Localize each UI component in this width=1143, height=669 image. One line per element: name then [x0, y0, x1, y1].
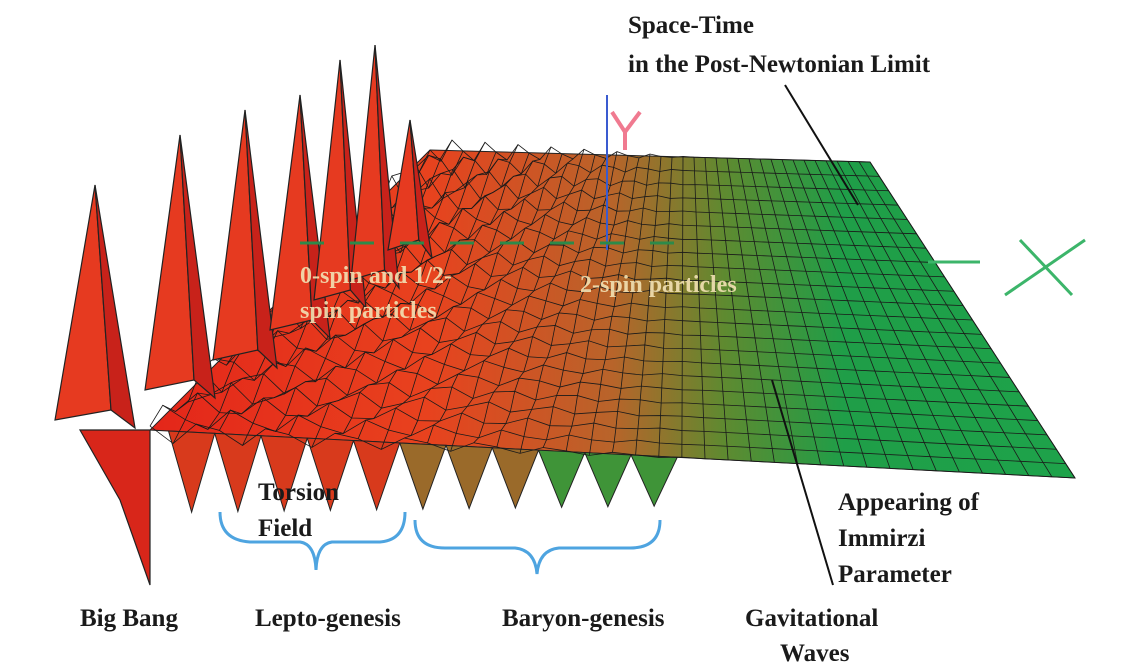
tooth [167, 430, 216, 514]
mesh [404, 166, 889, 192]
spike [244, 109, 278, 370]
mesh [315, 252, 954, 292]
pointer [771, 379, 834, 586]
mesh [302, 264, 964, 307]
label: Parameter [838, 561, 952, 588]
tooth [306, 437, 355, 512]
mesh [188, 382, 1048, 436]
spike [409, 119, 433, 259]
tooth [630, 454, 679, 508]
axes [218, 84, 1086, 586]
spike [94, 184, 136, 430]
mesh [149, 423, 1076, 479]
spike [179, 134, 216, 400]
tooth [537, 449, 586, 509]
mesh [264, 305, 992, 350]
mesh [213, 358, 1029, 407]
label: Gavitational [745, 605, 878, 632]
x-axis-mark [1004, 238, 1086, 297]
mesh [366, 201, 917, 235]
label: Immirzi [838, 525, 926, 552]
label: Big Bang [80, 605, 178, 632]
tooth [352, 440, 401, 512]
mesh [175, 392, 1057, 450]
mesh [379, 189, 908, 220]
bracket [413, 519, 662, 575]
mesh [239, 330, 1010, 378]
mesh [162, 404, 1066, 465]
spike [78, 429, 151, 586]
mesh [353, 216, 926, 249]
label: Torsion [258, 479, 339, 506]
spike [144, 134, 195, 391]
label: Appearing of [838, 489, 980, 516]
mesh [200, 369, 1038, 421]
spike [54, 184, 112, 421]
mesh [251, 315, 1001, 364]
mesh [327, 242, 945, 278]
label: Space-Time [628, 12, 754, 39]
label: in the Post-Newtonian Limit [628, 51, 931, 78]
label: Lepto-genesis [255, 605, 401, 632]
mesh [276, 296, 982, 335]
mesh [226, 343, 1020, 393]
surface [54, 44, 1076, 586]
label: 0-spin and 1/2- [300, 263, 452, 289]
y-axis-mark [610, 110, 642, 150]
label: Waves [780, 640, 850, 667]
tooth [214, 432, 262, 514]
label: Baryon-genesis [502, 605, 665, 632]
mesh [391, 175, 898, 206]
tooth [399, 442, 447, 511]
label: 2-spin particles [580, 272, 737, 298]
label: Field [258, 515, 312, 542]
mesh [340, 230, 936, 263]
tooth [445, 444, 493, 510]
label: spin particles [300, 298, 437, 324]
mesh [289, 281, 973, 321]
mesh [429, 139, 871, 163]
bracket [218, 511, 407, 571]
tooth [491, 447, 540, 510]
pointer [784, 84, 859, 206]
mesh [416, 154, 880, 177]
tooth [260, 435, 308, 513]
tooth [583, 452, 632, 509]
